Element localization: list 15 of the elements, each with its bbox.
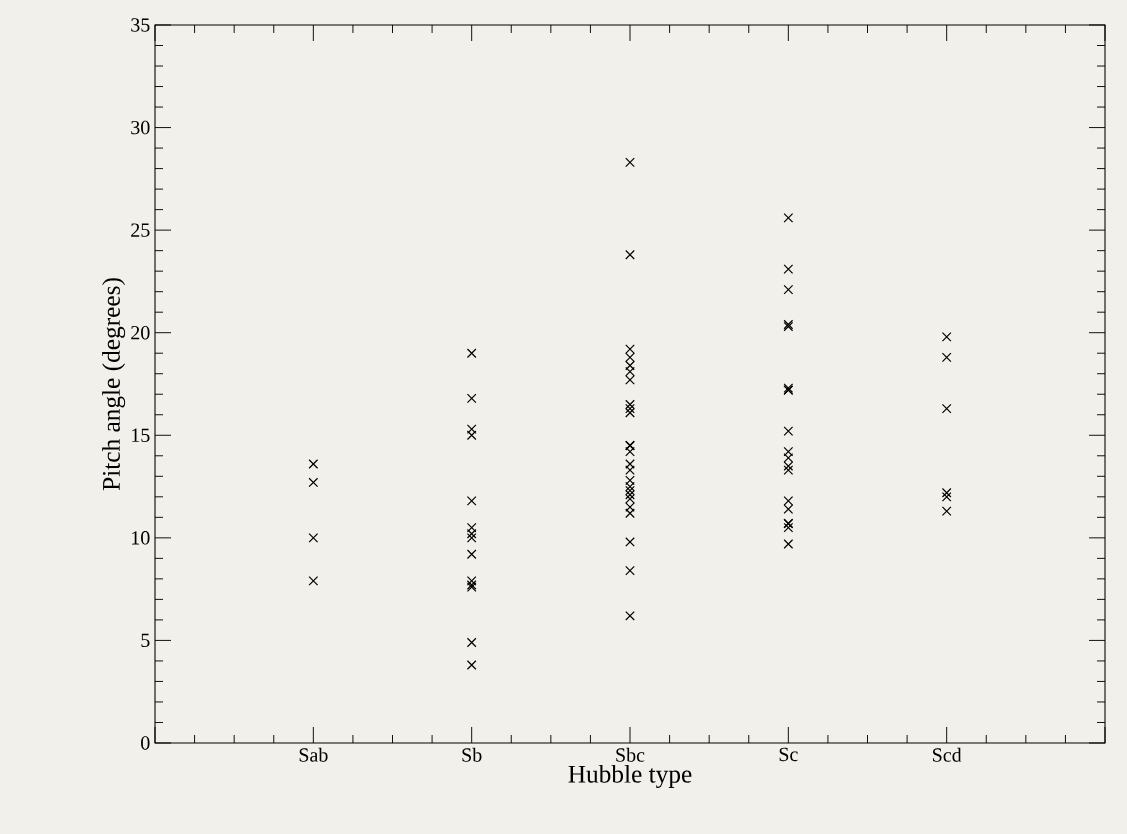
y-tick-label: 15 xyxy=(132,428,150,442)
y-tick-label: 20 xyxy=(131,325,150,340)
x-axis-title: Hubble type xyxy=(568,764,692,788)
x-tick-label: Sab xyxy=(299,747,328,762)
y-tick-label: 5 xyxy=(141,633,150,648)
y-tick-label: 35 xyxy=(131,18,150,32)
y-axis-title: Pitch angle (degrees) xyxy=(102,278,126,491)
x-tick-label: Sc xyxy=(779,747,798,762)
x-tick-label: Scd xyxy=(933,747,962,762)
x-tick-label: Sb xyxy=(462,747,482,762)
y-tick-label: 25 xyxy=(131,223,150,237)
x-tick-label: Sbc xyxy=(616,747,645,762)
y-tick-label: 10 xyxy=(132,531,150,545)
y-tick-label: 30 xyxy=(131,120,150,135)
y-tick-label: 0 xyxy=(141,736,150,750)
